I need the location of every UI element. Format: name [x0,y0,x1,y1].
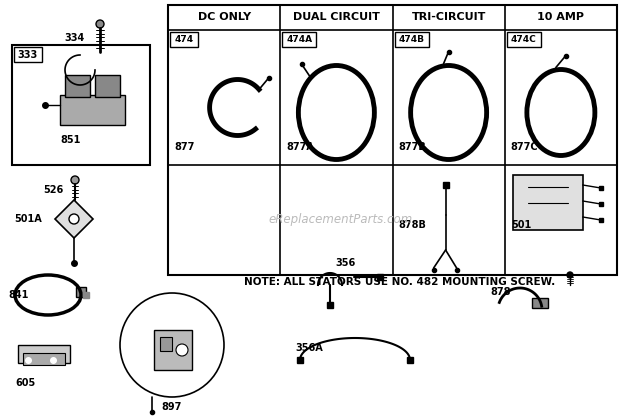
Text: 474: 474 [174,35,193,44]
Text: 897: 897 [162,402,182,412]
Bar [513,175,583,230]
Bar [23,353,65,365]
Text: 878: 878 [490,287,510,297]
Circle shape [96,20,104,28]
Text: NOTE: ALL STATORS USE NO. 482 MOUNTING SCREW.: NOTE: ALL STATORS USE NO. 482 MOUNTING S… [244,277,556,287]
Circle shape [176,344,188,356]
Bar [170,32,198,47]
Circle shape [71,176,79,184]
Bar [282,32,316,47]
Text: 334: 334 [64,33,85,43]
Bar [65,75,90,97]
Text: 851: 851 [60,135,81,145]
Text: 474C: 474C [511,35,537,44]
Text: DC ONLY: DC ONLY [198,13,250,23]
Text: 10 AMP: 10 AMP [538,13,585,23]
Text: 356: 356 [335,258,355,268]
Text: 877C: 877C [511,142,538,152]
Text: 877B: 877B [399,142,427,152]
Bar [18,345,70,363]
Text: TRI-CIRCUIT: TRI-CIRCUIT [412,13,486,23]
Text: 841: 841 [8,290,29,300]
Bar [154,330,192,370]
Bar [532,298,548,308]
Text: 526: 526 [43,185,63,195]
Text: 474B: 474B [399,35,425,44]
Bar [60,95,125,125]
Bar [507,32,541,47]
Text: 877: 877 [174,142,195,152]
Bar [12,45,150,165]
Text: eReplacementParts.com: eReplacementParts.com [269,214,413,227]
Polygon shape [55,200,93,238]
Bar [95,75,120,97]
Text: 356A: 356A [295,343,323,353]
Bar [394,32,428,47]
Bar [168,5,617,275]
Text: 501: 501 [511,221,531,230]
Text: 878B: 878B [399,221,427,230]
Text: 333: 333 [18,49,38,59]
Bar [160,337,172,351]
Text: 877A: 877A [286,142,314,152]
Text: 605: 605 [15,378,35,388]
Bar [76,287,86,297]
Bar [14,47,42,62]
Text: 474A: 474A [286,35,312,44]
Text: DUAL CIRCUIT: DUAL CIRCUIT [293,13,380,23]
Circle shape [567,272,573,278]
Text: 501A: 501A [14,214,42,224]
Circle shape [69,214,79,224]
